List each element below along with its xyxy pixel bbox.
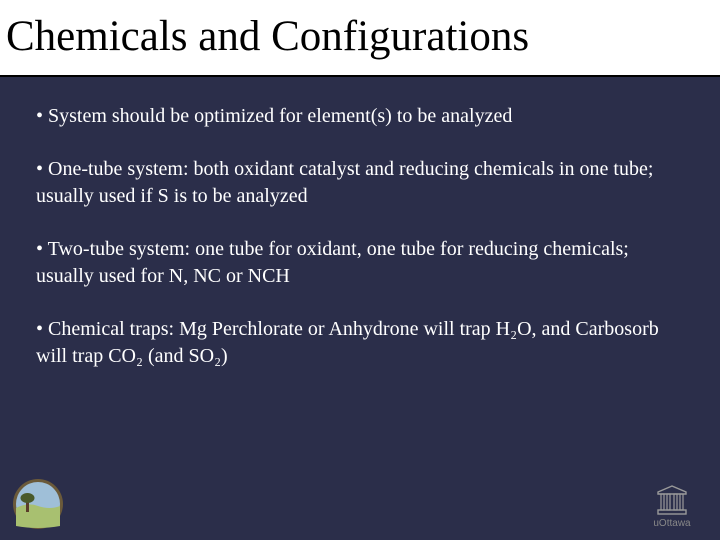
slide-content: • System should be optimized for element… xyxy=(0,77,720,370)
building-icon xyxy=(652,484,692,516)
title-band: Chemicals and Configurations xyxy=(0,0,720,77)
bullet-item: • One-tube system: both oxidant catalyst… xyxy=(36,156,684,210)
bullet-item: • Chemical traps: Mg Perchlorate or Anhy… xyxy=(36,316,684,370)
footer-logo-caption: uOttawa xyxy=(642,518,702,529)
landscape-circle-icon xyxy=(12,478,64,530)
bullet-item: • Two-tube system: one tube for oxidant,… xyxy=(36,236,684,290)
slide-title: Chemicals and Configurations xyxy=(6,12,714,61)
bullet-item: • System should be optimized for element… xyxy=(36,103,684,130)
footer-logo-left xyxy=(12,478,64,530)
footer-logo-right: uOttawa xyxy=(642,484,702,532)
